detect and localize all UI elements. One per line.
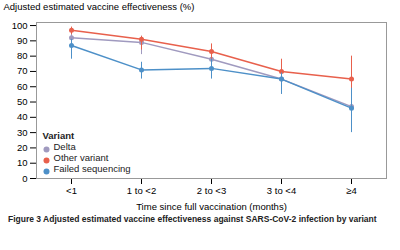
- svg-text:Variant: Variant: [43, 130, 76, 141]
- svg-text:20: 20: [17, 142, 28, 153]
- svg-text:1 to <2: 1 to <2: [127, 185, 156, 196]
- svg-text:Time since full vaccination (m: Time since full vaccination (months): [136, 201, 287, 212]
- svg-text:Other variant: Other variant: [54, 152, 109, 163]
- svg-text:50: 50: [17, 96, 28, 107]
- svg-text:60: 60: [17, 81, 28, 92]
- svg-text:100: 100: [12, 20, 28, 31]
- svg-text:3 to <4: 3 to <4: [267, 185, 296, 196]
- svg-text:70: 70: [17, 65, 28, 76]
- svg-text:Adjusted estimated vaccine eff: Adjusted estimated vaccine effectiveness…: [4, 1, 195, 12]
- svg-text:Delta: Delta: [54, 141, 77, 152]
- svg-text:Failed sequencing: Failed sequencing: [54, 163, 131, 174]
- svg-text:30: 30: [17, 127, 28, 138]
- html-text:Figure 3 Adjusted estimated va: Figure 3 Adjusted estimated vaccine effe…: [8, 214, 377, 224]
- svg-text:≥4: ≥4: [346, 185, 357, 196]
- svg-text:40: 40: [17, 111, 28, 122]
- svg-text:90: 90: [17, 35, 28, 46]
- svg-text:10: 10: [17, 157, 28, 168]
- svg-text:<1: <1: [66, 185, 77, 196]
- svg-text:2 to <3: 2 to <3: [197, 185, 226, 196]
- svg-text:80: 80: [17, 50, 28, 61]
- svg-text:0: 0: [22, 173, 27, 184]
